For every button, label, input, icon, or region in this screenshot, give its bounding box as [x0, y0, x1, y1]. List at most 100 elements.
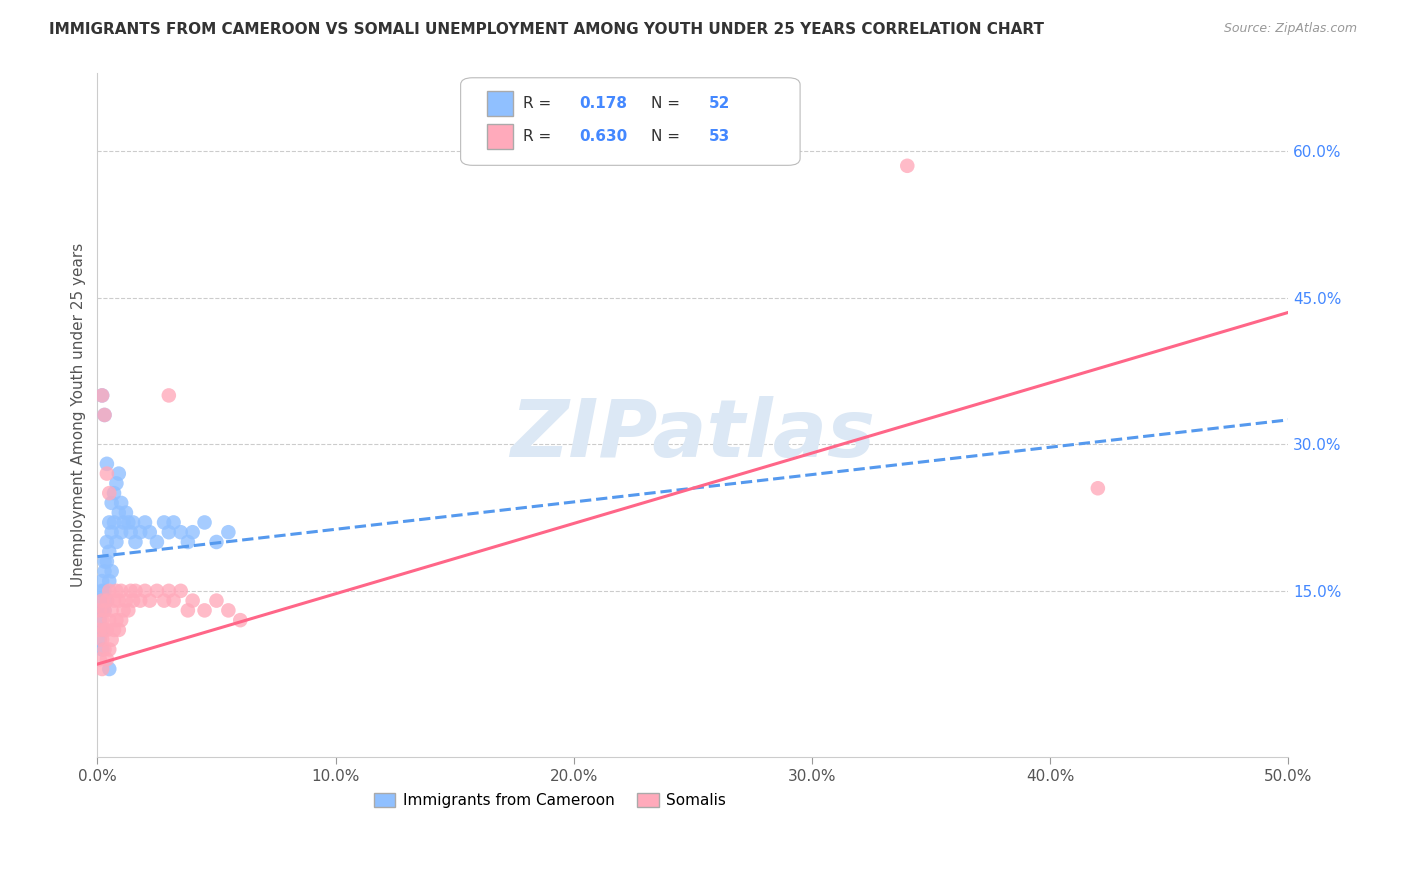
Somalis [93, 408, 115, 422]
Somalis [96, 467, 118, 481]
Immigrants from Cameroon [98, 662, 121, 676]
Immigrants from Cameroon [107, 467, 129, 481]
Immigrants from Cameroon [93, 603, 115, 617]
Somalis [91, 613, 114, 627]
Immigrants from Cameroon [112, 516, 135, 530]
Immigrants from Cameroon [122, 516, 145, 530]
Immigrants from Cameroon [98, 574, 121, 588]
Somalis [105, 583, 128, 598]
Somalis [181, 593, 204, 607]
Immigrants from Cameroon [91, 574, 114, 588]
Somalis [1087, 481, 1109, 495]
Somalis [205, 593, 228, 607]
Somalis [122, 593, 145, 607]
Somalis [98, 486, 121, 500]
Somalis [91, 632, 114, 647]
Somalis [157, 583, 180, 598]
Text: IMMIGRANTS FROM CAMEROON VS SOMALI UNEMPLOYMENT AMONG YOUTH UNDER 25 YEARS CORRE: IMMIGRANTS FROM CAMEROON VS SOMALI UNEMP… [49, 22, 1045, 37]
Text: ZIPatlas: ZIPatlas [510, 396, 876, 475]
Somalis [177, 603, 200, 617]
Immigrants from Cameroon [115, 506, 138, 520]
Somalis [91, 593, 114, 607]
Somalis [105, 613, 128, 627]
Somalis [89, 623, 111, 637]
Immigrants from Cameroon [103, 516, 125, 530]
Somalis [117, 603, 139, 617]
Somalis [120, 583, 142, 598]
Immigrants from Cameroon [181, 525, 204, 540]
Somalis [93, 623, 115, 637]
Immigrants from Cameroon [193, 516, 215, 530]
Immigrants from Cameroon [91, 583, 114, 598]
Immigrants from Cameroon [98, 545, 121, 559]
Text: R =: R = [523, 96, 555, 112]
Somalis [153, 593, 176, 607]
Somalis [124, 583, 146, 598]
Immigrants from Cameroon [93, 555, 115, 569]
Somalis [100, 603, 122, 617]
Somalis [93, 642, 115, 657]
Text: R =: R = [523, 129, 555, 145]
Immigrants from Cameroon [93, 583, 115, 598]
Immigrants from Cameroon [146, 535, 169, 549]
Text: N =: N = [651, 96, 685, 112]
Immigrants from Cameroon [100, 564, 122, 578]
Immigrants from Cameroon [153, 516, 176, 530]
Immigrants from Cameroon [105, 476, 128, 491]
Immigrants from Cameroon [134, 516, 156, 530]
Immigrants from Cameroon [89, 593, 111, 607]
Immigrants from Cameroon [120, 525, 142, 540]
Text: 0.630: 0.630 [579, 129, 628, 145]
Somalis [89, 652, 111, 666]
Immigrants from Cameroon [89, 632, 111, 647]
Y-axis label: Unemployment Among Youth under 25 years: Unemployment Among Youth under 25 years [72, 243, 86, 587]
Text: N =: N = [651, 129, 685, 145]
Immigrants from Cameroon [105, 535, 128, 549]
Immigrants from Cameroon [89, 613, 111, 627]
Immigrants from Cameroon [91, 603, 114, 617]
FancyBboxPatch shape [461, 78, 800, 165]
Somalis [139, 593, 162, 607]
Immigrants from Cameroon [93, 408, 115, 422]
Somalis [98, 642, 121, 657]
Immigrants from Cameroon [96, 457, 118, 471]
Somalis [91, 662, 114, 676]
Somalis [100, 632, 122, 647]
Somalis [107, 593, 129, 607]
Somalis [157, 388, 180, 402]
Somalis [96, 652, 118, 666]
Legend: Immigrants from Cameroon, Somalis: Immigrants from Cameroon, Somalis [367, 787, 733, 814]
Text: 52: 52 [709, 96, 730, 112]
Immigrants from Cameroon [100, 496, 122, 510]
Somalis [93, 603, 115, 617]
Somalis [96, 593, 118, 607]
Text: 53: 53 [709, 129, 730, 145]
Somalis [115, 593, 138, 607]
Immigrants from Cameroon [91, 623, 114, 637]
Immigrants from Cameroon [205, 535, 228, 549]
Immigrants from Cameroon [96, 593, 118, 607]
Somalis [134, 583, 156, 598]
Immigrants from Cameroon [139, 525, 162, 540]
Somalis [146, 583, 169, 598]
Immigrants from Cameroon [100, 525, 122, 540]
Somalis [98, 613, 121, 627]
Immigrants from Cameroon [110, 525, 132, 540]
Bar [486, 124, 513, 149]
Immigrants from Cameroon [96, 535, 118, 549]
Somalis [170, 583, 193, 598]
Immigrants from Cameroon [217, 525, 239, 540]
Bar [486, 92, 513, 116]
Somalis [98, 583, 121, 598]
Somalis [162, 593, 184, 607]
Somalis [112, 603, 135, 617]
Immigrants from Cameroon [170, 525, 193, 540]
Immigrants from Cameroon [98, 516, 121, 530]
Somalis [129, 593, 152, 607]
Somalis [229, 613, 252, 627]
Immigrants from Cameroon [157, 525, 180, 540]
Immigrants from Cameroon [103, 486, 125, 500]
Immigrants from Cameroon [107, 506, 129, 520]
Somalis [107, 623, 129, 637]
Immigrants from Cameroon [177, 535, 200, 549]
